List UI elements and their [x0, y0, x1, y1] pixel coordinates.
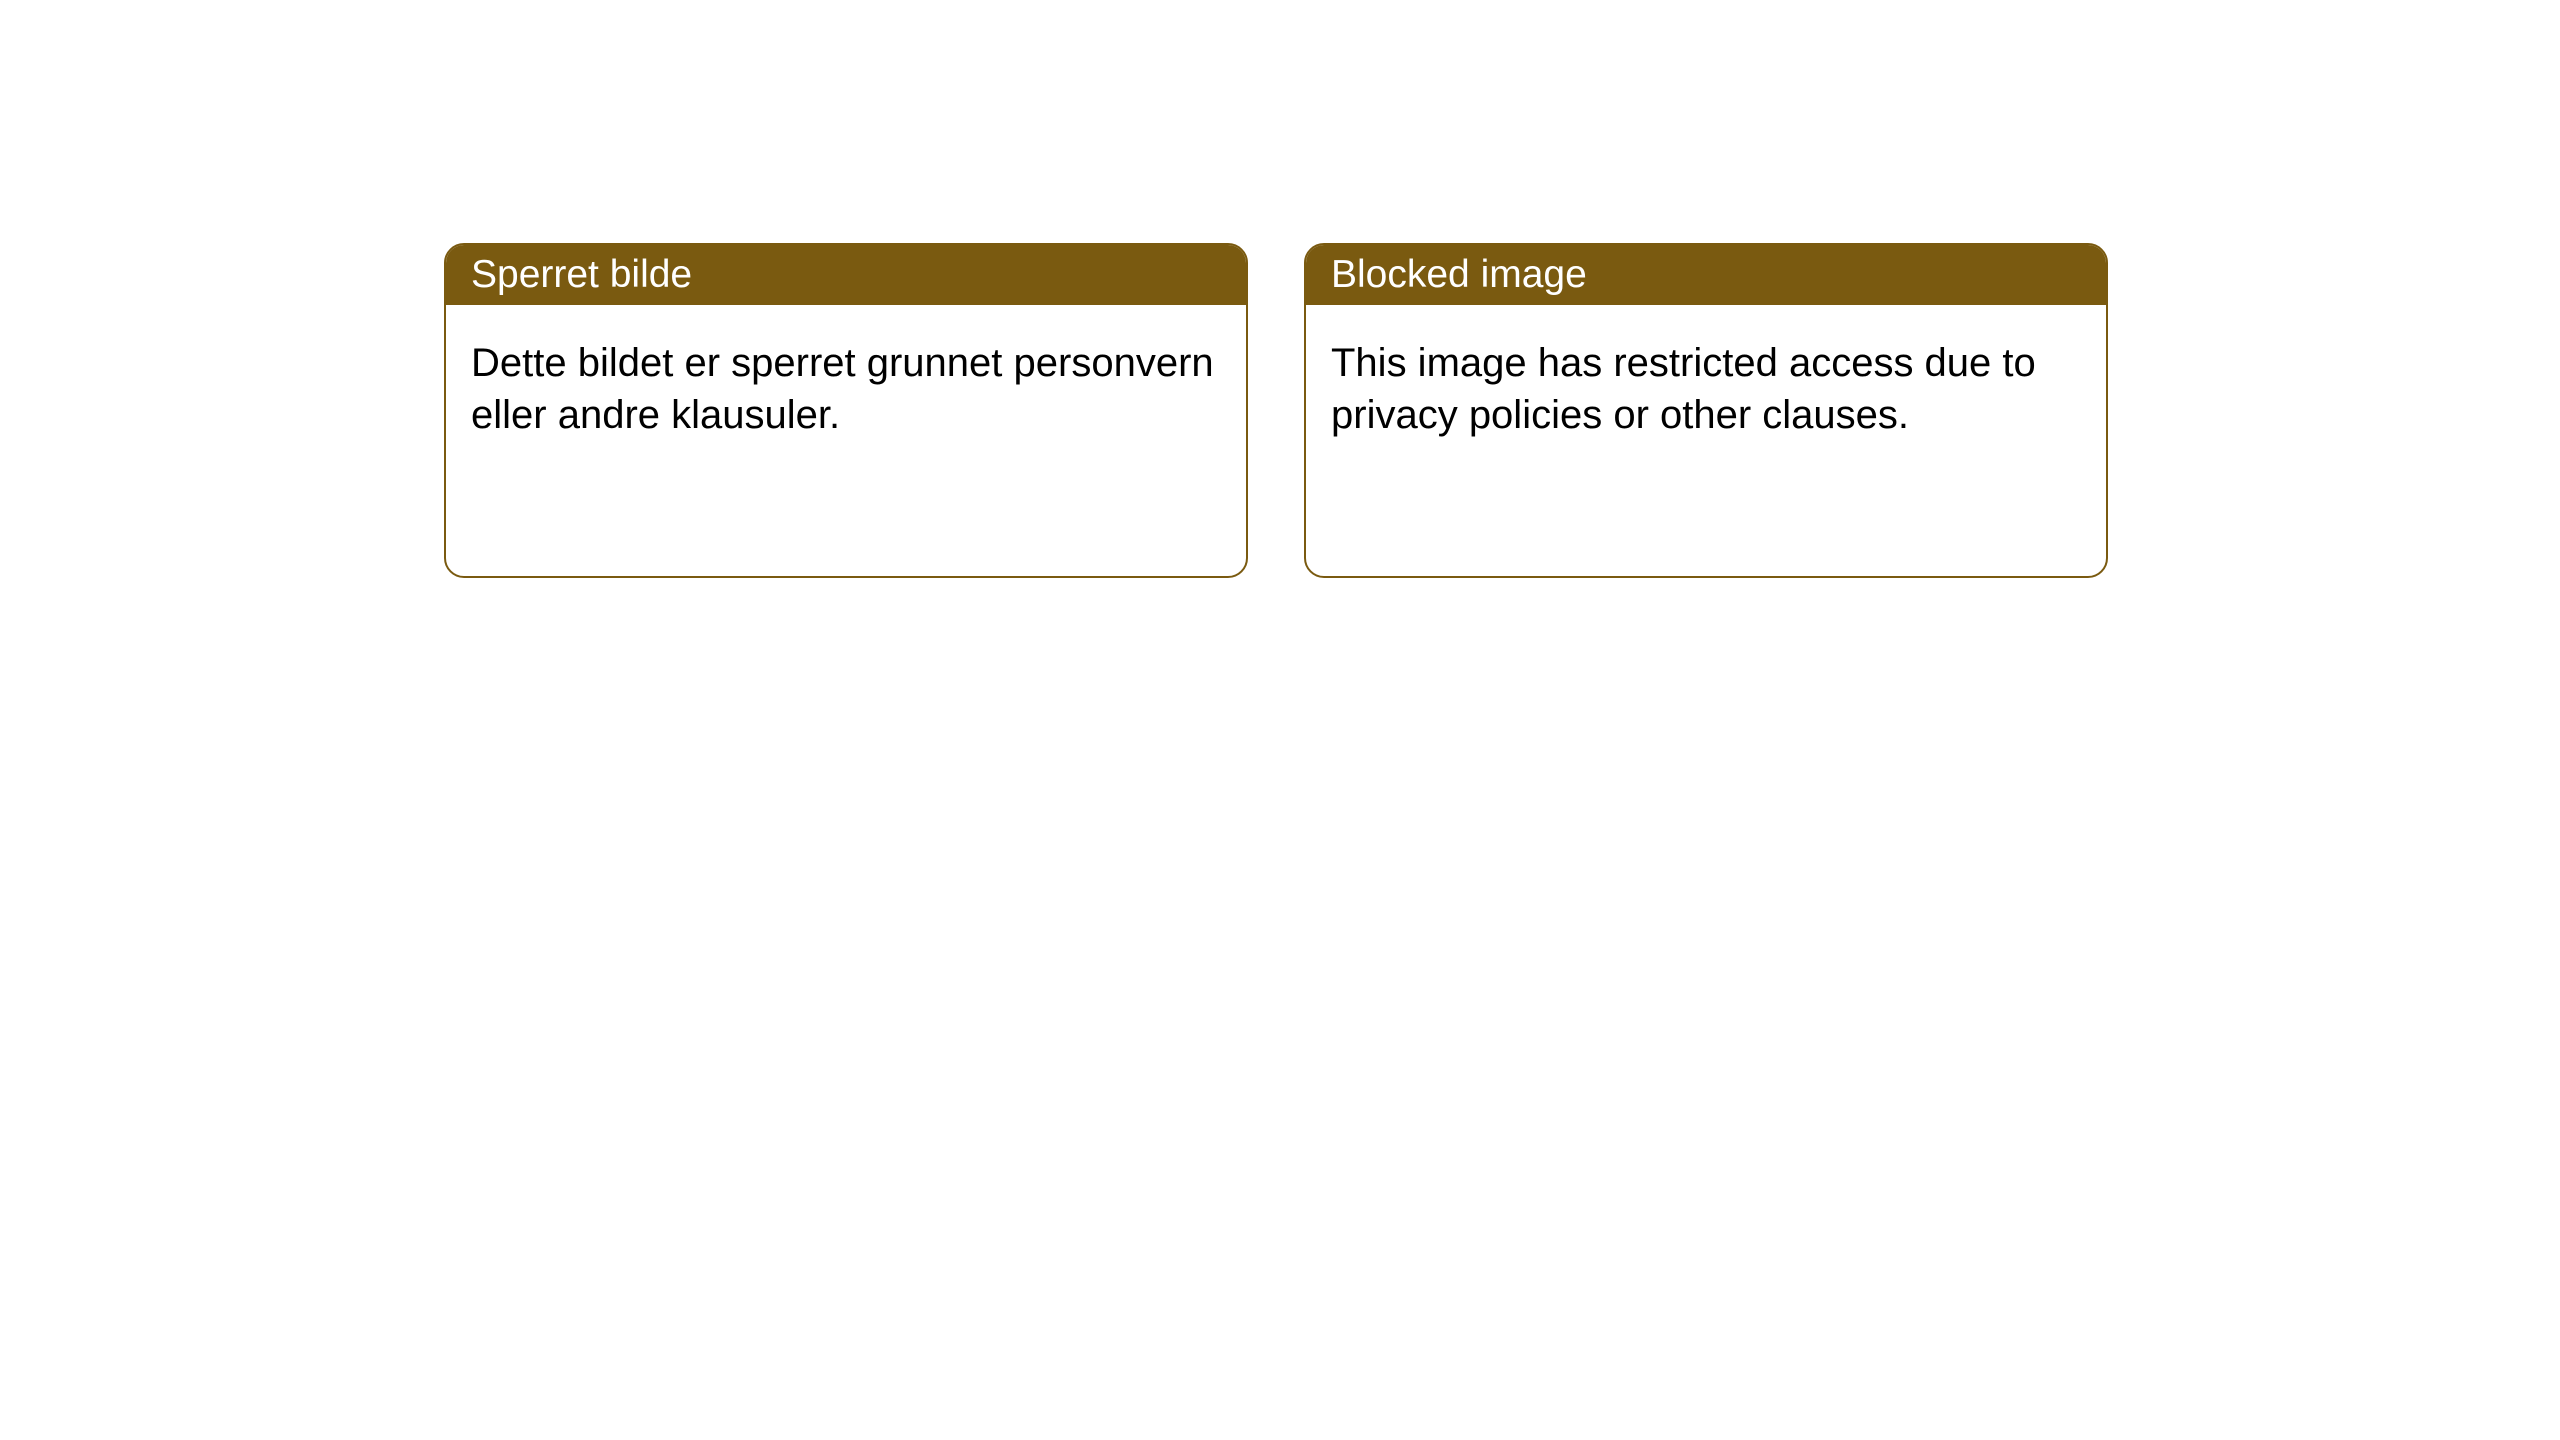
notice-title-en: Blocked image — [1331, 253, 1587, 296]
notice-header-en: Blocked image — [1306, 245, 2106, 305]
notice-body-no: Dette bildet er sperret grunnet personve… — [446, 305, 1246, 473]
notice-container: Sperret bilde Dette bildet er sperret gr… — [0, 0, 2560, 578]
notice-title-no: Sperret bilde — [471, 253, 692, 296]
notice-box-en: Blocked image This image has restricted … — [1304, 243, 2108, 578]
notice-header-no: Sperret bilde — [446, 245, 1246, 305]
notice-body-text-no: Dette bildet er sperret grunnet personve… — [471, 341, 1214, 437]
notice-body-text-en: This image has restricted access due to … — [1331, 341, 2036, 437]
notice-body-en: This image has restricted access due to … — [1306, 305, 2106, 473]
notice-box-no: Sperret bilde Dette bildet er sperret gr… — [444, 243, 1248, 578]
